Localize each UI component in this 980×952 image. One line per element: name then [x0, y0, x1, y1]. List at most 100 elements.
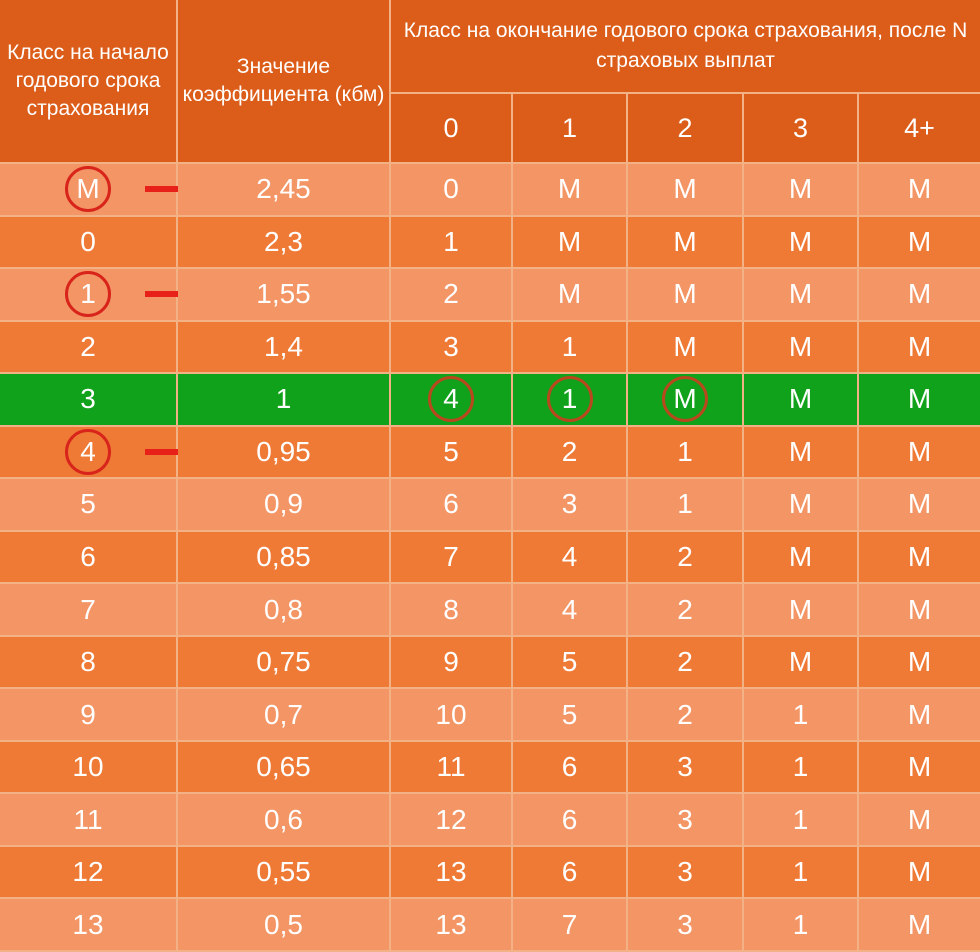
class-end-value: 11	[436, 751, 466, 783]
class-end-value: 3	[677, 751, 693, 783]
coefficient-cell: 0,5	[178, 899, 391, 952]
class-end-cell: М	[744, 216, 859, 270]
coefficient-value: 1,55	[256, 278, 311, 310]
header-class-end: Класс на окончание годового срока страхо…	[391, 0, 980, 94]
coefficient-value: 2,45	[256, 173, 311, 205]
coefficient-cell: 0,8	[178, 584, 391, 637]
class-end-cell: М	[859, 479, 980, 532]
table-row: 12 0,55 13 6 3 1 М	[0, 846, 980, 900]
class-start-cell: 8	[0, 636, 178, 690]
coefficient-cell: 1	[178, 374, 391, 427]
class-start-cell: 9	[0, 689, 178, 742]
class-end-cell: 1	[744, 689, 859, 742]
class-end-cell: 4	[513, 531, 628, 585]
class-end-cell: 8	[391, 584, 513, 637]
class-end-cell: 5	[391, 426, 513, 480]
class-end-value: 1	[792, 698, 809, 730]
class-end-cell: 3	[628, 846, 744, 900]
class-end-value: М	[907, 803, 932, 835]
table-row: 11 0,6 12 6 3 1 М	[0, 794, 980, 847]
class-end-cell: 13	[391, 846, 513, 900]
class-end-value: 5	[561, 646, 578, 678]
class-end-value: М	[673, 330, 697, 362]
class-end-cell: М	[744, 374, 859, 427]
class-end-cell: 2	[513, 426, 628, 480]
table-row-highlighted: 3 1 4 1 М М М	[0, 374, 980, 427]
class-end-cell: М	[744, 479, 859, 532]
class-end-cell: М	[628, 321, 744, 375]
class-end-cell: М	[859, 426, 980, 480]
class-end-cell: М	[744, 269, 859, 322]
class-end-value: 10	[435, 698, 467, 730]
class-end-value: М	[673, 225, 697, 257]
class-end-cell: М	[859, 636, 980, 690]
class-end-value: М	[907, 856, 932, 888]
class-end-value: 1	[792, 803, 809, 835]
class-end-value: 4	[561, 540, 578, 572]
class-end-value: М	[907, 646, 932, 678]
class-end-value: М	[788, 593, 813, 625]
class-start-cell: 0	[0, 216, 178, 270]
class-end-value: 1	[792, 751, 809, 783]
class-end-cell: М	[859, 374, 980, 427]
coefficient-value: 1,4	[264, 330, 303, 362]
coefficient-value: 2,3	[264, 225, 303, 257]
coefficient-value: 0,5	[264, 908, 303, 940]
class-end-cell: М	[628, 269, 744, 322]
class-start-value: 7	[80, 593, 96, 625]
class-end-value: М	[788, 173, 813, 205]
class-end-cell: 3	[628, 794, 744, 847]
class-end-value: 4	[561, 593, 578, 625]
class-start-value: 8	[80, 646, 96, 678]
class-end-value: 7	[561, 908, 578, 940]
header-payouts-2: 2	[628, 94, 744, 164]
coefficient-cell: 0,85	[178, 531, 391, 585]
class-end-cell: 7	[391, 531, 513, 585]
class-end-cell: М	[513, 269, 628, 322]
class-end-cell: 1	[744, 741, 859, 795]
class-end-cell: 2	[628, 531, 744, 585]
table-row: 10 0,65 11 6 3 1 М	[0, 741, 980, 795]
class-end-value: 7	[443, 540, 459, 572]
table-row: 5 0,9 6 3 1 М М	[0, 479, 980, 532]
class-end-value: М	[907, 593, 932, 625]
class-end-value: 3	[561, 488, 578, 520]
class-end-value: М	[788, 435, 813, 467]
class-start-cell: 7	[0, 584, 178, 637]
class-end-value: 6	[561, 803, 578, 835]
class-end-value: 2	[677, 646, 693, 678]
coefficient-value: 0,7	[264, 698, 303, 730]
class-end-value: М	[788, 383, 813, 415]
class-end-value: М	[907, 488, 932, 520]
class-end-value: 1	[677, 488, 693, 520]
class-end-cell: 2	[628, 584, 744, 637]
class-end-value: М	[557, 225, 582, 257]
class-end-value: 2	[677, 698, 693, 730]
class-start-cell: 1	[0, 269, 231, 322]
class-end-cell: М	[859, 689, 980, 742]
class-end-cell: 3	[628, 741, 744, 795]
coefficient-cell: 2,45	[178, 164, 391, 217]
class-start-value: 11	[73, 803, 103, 835]
class-end-value: М	[907, 225, 932, 257]
header-payouts-0: 0	[391, 94, 513, 164]
class-start-cell: 11	[0, 794, 178, 847]
class-end-value: М	[788, 540, 813, 572]
class-end-value: 3	[677, 856, 693, 888]
coefficient-cell: 0,55	[178, 846, 391, 900]
class-end-cell: М	[744, 426, 859, 480]
class-end-value: М	[907, 278, 932, 310]
class-start-cell: 3	[0, 374, 178, 427]
class-end-cell: М	[859, 846, 980, 900]
class-end-cell: 3	[628, 899, 744, 952]
class-end-cell: 1	[391, 216, 513, 270]
coefficient-cell: 0,7	[178, 689, 391, 742]
coefficient-value: 0,8	[264, 593, 303, 625]
class-end-cell: 7	[513, 899, 628, 952]
class-end-cell: 4	[513, 584, 628, 637]
class-end-value: М	[557, 173, 582, 205]
class-end-value: М	[907, 383, 932, 415]
class-end-cell: М	[859, 899, 980, 952]
class-end-value: 1	[792, 908, 809, 940]
